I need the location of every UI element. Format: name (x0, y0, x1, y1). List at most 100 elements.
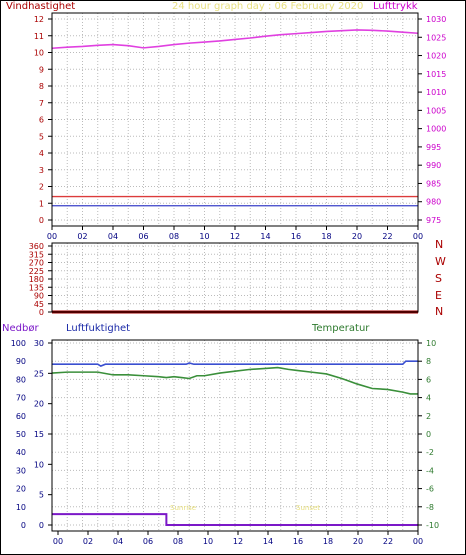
direction-tick-label: 0 (39, 308, 44, 317)
rain-tick-label: 100 (11, 339, 26, 348)
hour-tick-label: 10 (203, 537, 213, 546)
temperature-tick-label: 0 (426, 430, 431, 439)
wind-speed-tick-label: 1 (39, 199, 44, 208)
humidity-tick-label: 30 (34, 339, 44, 348)
wind-speed-tick-label: 12 (34, 15, 44, 24)
sunset-annotation: Sunset (296, 504, 320, 512)
hour-tick-label: 14 (260, 232, 270, 241)
rain-tick-label: 0 (21, 521, 26, 530)
rain-tick-label: 70 (16, 394, 26, 403)
rain-tick-label: 40 (16, 448, 26, 457)
hour-tick-label: 18 (321, 232, 331, 241)
hour-tick-label: 00 (413, 537, 423, 546)
direction-label-west: W (435, 255, 446, 268)
hour-tick-label: 06 (138, 232, 148, 241)
wind-speed-tick-label: 2 (39, 183, 44, 192)
pressure-tick-label: 985 (426, 179, 441, 188)
rain-tick-label: 50 (16, 430, 26, 439)
hour-tick-label: 00 (53, 537, 63, 546)
hour-tick-label: 08 (173, 537, 183, 546)
direction-tick-label: 135 (29, 283, 44, 292)
temperature-tick-label: -4 (426, 466, 434, 475)
hour-tick-label: 02 (77, 232, 87, 241)
direction-tick-label: 180 (29, 275, 44, 284)
direction-label-south: S (435, 272, 442, 285)
hour-tick-label: 22 (383, 537, 393, 546)
humidity-tick-label: 25 (34, 369, 44, 378)
direction-label-north-end: N (435, 305, 443, 318)
hour-tick-label: 20 (352, 232, 362, 241)
pressure-tick-label: 990 (426, 161, 441, 170)
wind-speed-tick-label: 9 (39, 65, 44, 74)
rain-line (52, 513, 418, 526)
direction-tick-label: 270 (29, 259, 44, 268)
pressure-axis-title: Lufttrykk (373, 1, 418, 12)
temperature-tick-label: -8 (426, 503, 434, 512)
rain-tick-label: 30 (16, 466, 26, 475)
hour-tick-label: 06 (143, 537, 153, 546)
pressure-tick-label: 1000 (426, 125, 446, 134)
plot-area (52, 243, 418, 312)
hour-tick-label: 10 (199, 232, 209, 241)
wind-speed-axis-title: Vindhastighet (6, 1, 75, 12)
hour-tick-label: 02 (83, 537, 93, 546)
hour-tick-label: 22 (382, 232, 392, 241)
wind-speed-tick-label: 3 (39, 166, 44, 175)
chart-title: 24 hour graph day : 06 February 2020 (172, 1, 363, 12)
hour-tick-label: 16 (291, 232, 301, 241)
humidity-tick-label: 15 (34, 430, 44, 439)
humidity-line (52, 360, 418, 367)
hour-tick-label: 12 (230, 232, 240, 241)
pressure-line (51, 29, 419, 50)
temperature-tick-label: 6 (426, 375, 431, 384)
hour-tick-label: 16 (293, 537, 303, 546)
temperature-tick-label: 2 (426, 412, 431, 421)
direction-tick-label: 315 (29, 250, 44, 259)
temperature-tick-label: -2 (426, 448, 434, 457)
rain-tick-label: 60 (16, 412, 26, 421)
pressure-tick-label: 1010 (426, 88, 446, 97)
humidity-tick-label: 5 (39, 491, 44, 500)
sunrise-annotation: Sunrise (170, 504, 196, 512)
wind-speed-tick-label: 0 (39, 216, 44, 225)
rain-tick-label: 10 (16, 503, 26, 512)
hour-tick-label: 00 (413, 232, 423, 241)
pressure-tick-label: 1005 (426, 106, 446, 115)
hour-tick-label: 04 (113, 537, 123, 546)
wind-speed-tick-label: 5 (39, 132, 44, 141)
temperature-tick-label: -10 (426, 521, 439, 530)
rain-tick-label: 90 (16, 357, 26, 366)
wind-speed-tick-label: 4 (39, 149, 44, 158)
hour-tick-label: 00 (47, 232, 57, 241)
rain-tick-label: 20 (16, 485, 26, 494)
direction-label-east: E (435, 289, 442, 302)
humidity-axis-title: Luftfuktighet (66, 323, 130, 334)
pressure-tick-label: 1030 (426, 15, 446, 24)
rain-axis-title: Nedbør (2, 323, 39, 334)
hour-tick-label: 14 (263, 537, 273, 546)
pressure-tick-label: 995 (426, 143, 441, 152)
hour-tick-label: 18 (323, 537, 333, 546)
temperature-line (51, 366, 418, 395)
direction-tick-label: 45 (34, 300, 44, 309)
humidity-tick-label: 10 (34, 460, 44, 469)
pressure-tick-label: 1025 (426, 33, 446, 42)
plot-border (51, 242, 419, 313)
hour-tick-label: 12 (233, 537, 243, 546)
hour-tick-label: 08 (169, 232, 179, 241)
humidity-tick-label: 0 (39, 521, 44, 530)
temperature-tick-label: 4 (426, 394, 431, 403)
wind-speed-tick-label: 11 (34, 32, 44, 41)
rain-humidity-temperature-panel: 0102030405060708090100051015202530-10-8-… (11, 339, 439, 546)
rain-tick-label: 80 (16, 375, 26, 384)
hour-tick-label: 04 (108, 232, 118, 241)
pressure-tick-label: 980 (426, 198, 441, 207)
wind-speed-tick-label: 8 (39, 82, 44, 91)
pressure-tick-label: 975 (426, 216, 441, 225)
wind-speed-tick-label: 7 (39, 99, 44, 108)
humidity-tick-label: 20 (34, 400, 44, 409)
wind-speed-tick-label: 6 (39, 116, 44, 125)
direction-tick-label: 225 (29, 267, 44, 276)
